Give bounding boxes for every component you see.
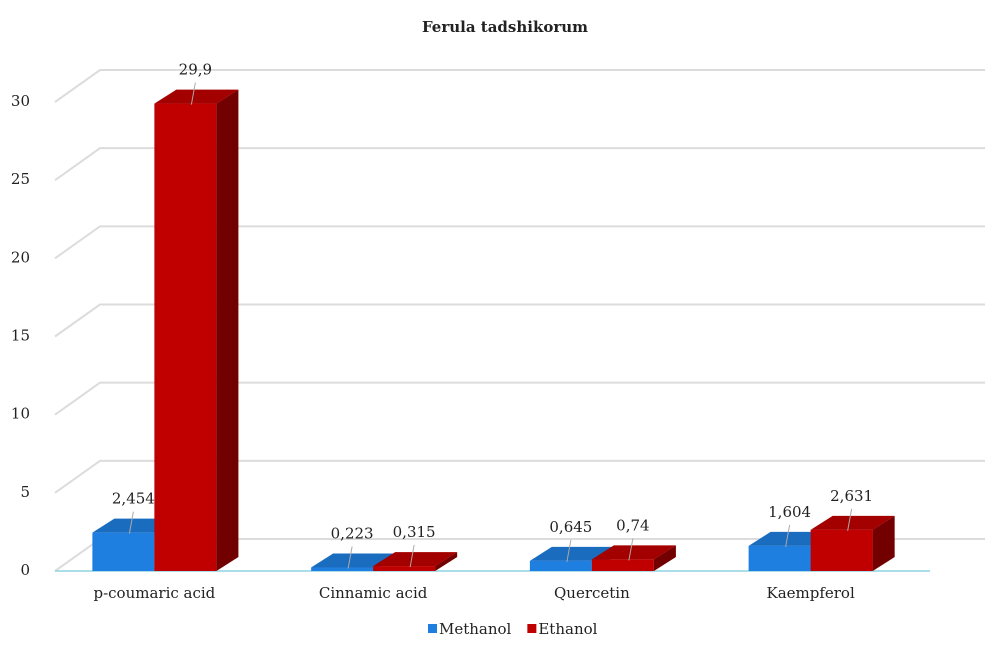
bar: [591, 559, 654, 571]
value-label: 0,315: [393, 523, 436, 541]
y-tick-label: 0: [20, 561, 30, 579]
label-leader: [785, 524, 791, 548]
bar: [810, 529, 873, 571]
value-label: 0,223: [331, 525, 374, 543]
x-tick-label: Cinnamic acid: [319, 584, 428, 602]
bar-top: [311, 553, 396, 568]
y-tick-label: 15: [11, 327, 30, 345]
grid-line: [54, 381, 985, 416]
bar: [748, 545, 811, 571]
bar-side-shade: [872, 515, 895, 571]
value-label: 0,74: [616, 516, 649, 534]
bar-top: [810, 515, 895, 530]
value-label: 29,9: [179, 61, 212, 79]
bar-top: [529, 546, 614, 561]
legend-label: Ethanol: [538, 620, 597, 638]
bar-top: [154, 89, 239, 104]
label-leader: [628, 538, 634, 561]
grid-line: [54, 459, 985, 494]
value-label: 2,454: [112, 490, 155, 508]
legend-swatch: [527, 624, 537, 633]
value-label: 2,631: [830, 487, 873, 505]
bar-side-shade: [653, 545, 676, 571]
value-label: 0,645: [549, 518, 592, 536]
y-tick-label: 25: [11, 170, 30, 188]
label-leader: [190, 82, 196, 105]
y-tick-label: 10: [11, 405, 30, 423]
bar-side: [653, 545, 676, 571]
legend-label: Methanol: [439, 620, 512, 638]
bar-top-shade: [373, 552, 458, 567]
grid-line: [54, 69, 985, 103]
grid-line: [54, 303, 985, 338]
label-leader: [347, 546, 353, 569]
bar-top: [591, 545, 676, 560]
x-tick-label: Kaempferol: [766, 584, 854, 602]
grid-line: [54, 225, 985, 260]
bar-top: [373, 552, 458, 567]
bar-side-shade: [216, 89, 239, 572]
y-tick-label: 30: [11, 92, 30, 110]
bar-top-shade: [311, 553, 396, 568]
x-tick-label: Quercetin: [554, 584, 630, 602]
label-leader: [566, 539, 572, 563]
y-tick-label: 5: [20, 483, 30, 501]
bar-side: [872, 515, 895, 571]
bar: [154, 103, 217, 572]
value-label: 1,604: [768, 503, 811, 521]
bar-side: [435, 552, 458, 571]
label-leader: [409, 544, 415, 568]
x-tick-label: p-coumaric acid: [93, 584, 215, 602]
label-leader: [128, 511, 134, 534]
bar-top-shade: [154, 89, 239, 104]
bar: [311, 567, 374, 571]
bar-side: [216, 89, 239, 572]
bar-top-shade: [529, 546, 614, 561]
grid-line: [54, 147, 985, 181]
bar-top-shade: [591, 545, 676, 560]
bar: [373, 566, 436, 571]
chart-title: Ferula tadshikorum: [422, 18, 588, 36]
label-leader: [847, 508, 853, 531]
bar-side-shade: [435, 552, 458, 571]
bar: [92, 532, 155, 571]
bar-top-shade: [810, 515, 895, 530]
y-tick-label: 20: [11, 248, 30, 266]
bar: [529, 560, 592, 571]
legend-swatch: [428, 624, 437, 633]
